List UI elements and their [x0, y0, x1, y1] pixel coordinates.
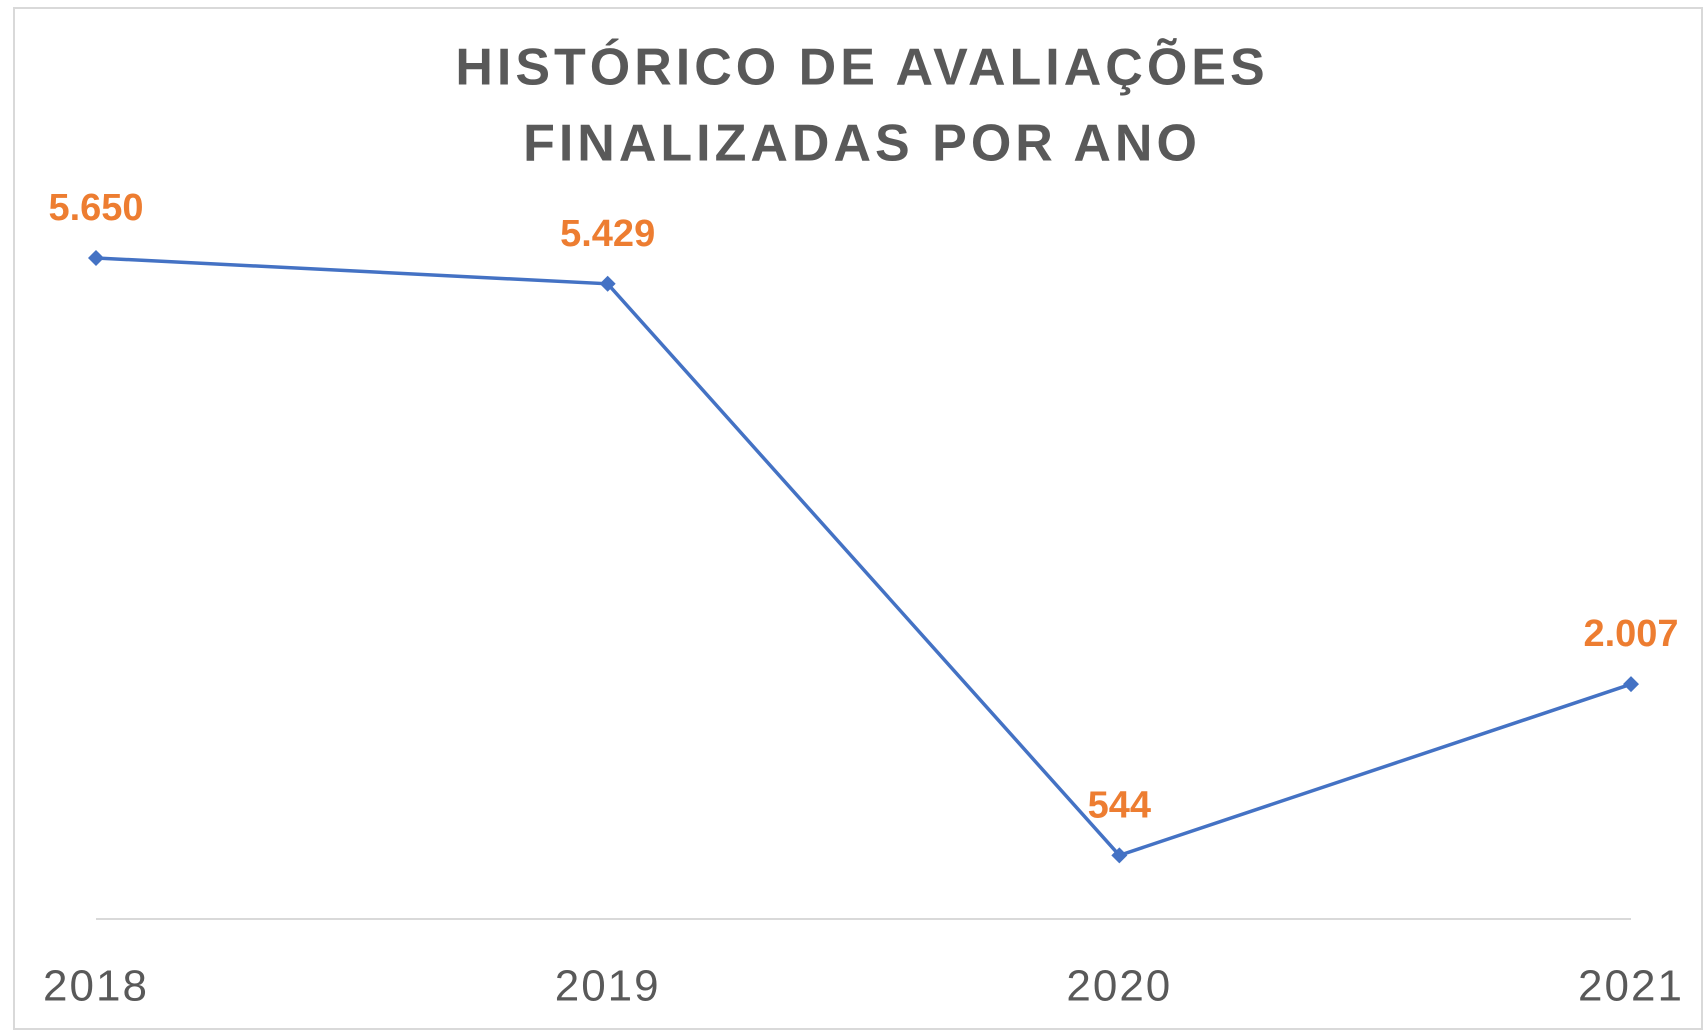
- x-tick-label: 2020: [1066, 962, 1172, 1011]
- marker: [1111, 847, 1128, 864]
- marker: [88, 249, 104, 266]
- data-label: 5.650: [48, 187, 143, 229]
- line: [95, 256, 1632, 858]
- chart-title: HISTÓRICO DE AVALIAÇÕES: [455, 38, 1268, 97]
- x-tick-label: 2018: [43, 962, 149, 1011]
- chart-title: FINALIZADAS POR ANO: [523, 115, 1201, 173]
- data-label: 544: [1088, 784, 1151, 826]
- marker: [599, 275, 616, 292]
- x-tick-label: 2019: [555, 962, 661, 1011]
- marker: [1623, 676, 1639, 693]
- data-label: 2.007: [1583, 613, 1678, 655]
- chart-frame: [13, 7, 1703, 1030]
- x-tick-label: 2021: [1578, 962, 1684, 1011]
- data-label: 5.429: [560, 213, 655, 255]
